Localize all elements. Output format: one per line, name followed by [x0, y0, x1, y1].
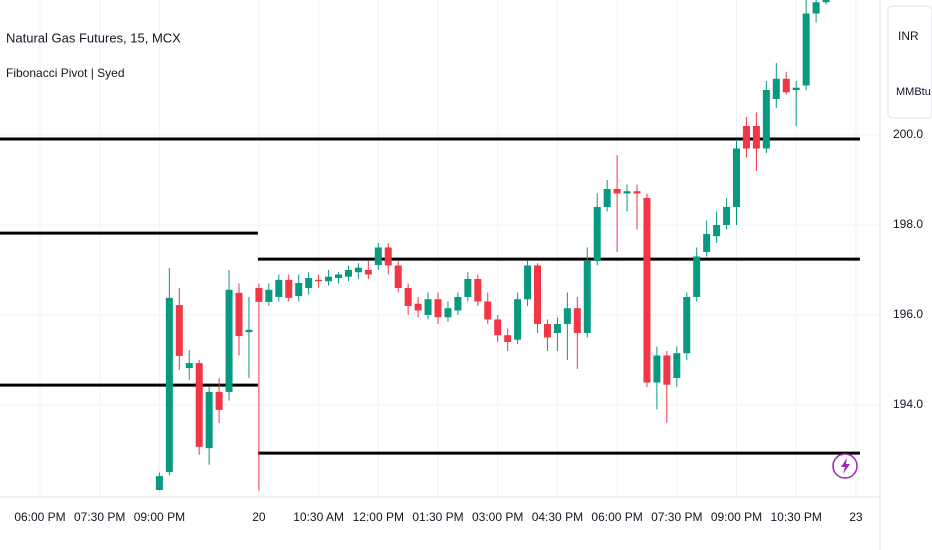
candle-body [315, 279, 323, 282]
x-tick-label: 23 [849, 510, 863, 524]
candle-body [643, 197, 651, 383]
candle-body [514, 299, 522, 340]
candle-body [185, 363, 193, 369]
candle-body [364, 269, 372, 275]
candle-body [723, 206, 731, 225]
unit-box[interactable] [887, 5, 932, 119]
candle-body [325, 276, 333, 282]
candle-body [384, 247, 392, 266]
candle-body [733, 148, 740, 207]
candle-body [305, 278, 313, 288]
candle-body [563, 308, 571, 324]
x-tick-label: 03:00 PM [472, 510, 523, 524]
unit-label: MMBtu [896, 86, 931, 98]
candle-body [812, 2, 820, 14]
candle-body [484, 301, 492, 320]
candle-body [285, 279, 293, 298]
candle-body [504, 335, 512, 342]
candle-body [633, 191, 641, 194]
candle-body [414, 303, 422, 311]
candle-body [583, 260, 591, 333]
candle-body [344, 269, 352, 277]
candle-body [792, 87, 800, 90]
x-tick-label: 06:00 PM [14, 510, 65, 524]
candle-body [713, 224, 721, 237]
candle-body [752, 125, 760, 149]
candle-body [205, 391, 213, 449]
candle-body [295, 283, 303, 297]
candle-body [543, 323, 551, 338]
candle-body [374, 247, 382, 266]
y-tick-label: 200.0 [893, 127, 923, 141]
candle-body [275, 279, 283, 297]
candle-body [782, 78, 790, 93]
candle-body [235, 292, 243, 337]
y-tick-label: 194.0 [893, 397, 923, 411]
candle-body [703, 233, 711, 252]
candle-body [573, 308, 581, 333]
candle-body [255, 287, 263, 302]
currency-label: INR [898, 29, 919, 43]
candle-body [335, 274, 342, 279]
candle-body [464, 278, 472, 297]
indicator-label[interactable]: Fibonacci Pivot | Syed [6, 66, 125, 80]
candle-body [245, 329, 253, 333]
x-tick-label: 06:00 PM [591, 510, 642, 524]
x-tick-label: 07:30 PM [651, 510, 702, 524]
x-tick-label: 10:30 AM [293, 510, 344, 524]
candle-body [215, 391, 223, 410]
candle-body [155, 476, 163, 490]
x-tick-label: 07:30 PM [74, 510, 125, 524]
y-tick-label: 198.0 [893, 217, 923, 231]
x-tick-label: 20 [252, 510, 266, 524]
candle-body [474, 278, 482, 302]
candle-body [424, 299, 432, 315]
x-tick-label: 01:30 PM [412, 510, 463, 524]
x-tick-label: 09:00 PM [711, 510, 762, 524]
candle-body [534, 265, 541, 324]
candle-body [772, 78, 780, 99]
candle-body [195, 363, 203, 447]
candle-body [444, 308, 452, 318]
candle-body [494, 319, 502, 336]
candle-body [822, 0, 830, 3]
x-tick-label: 12:00 PM [353, 510, 404, 524]
candle-body [742, 125, 750, 149]
x-tick-label: 04:30 PM [532, 510, 583, 524]
chart-title: Natural Gas Futures, 15, MCX [6, 30, 181, 45]
candle-body [553, 323, 561, 333]
candle-body [524, 265, 532, 300]
candle-body [265, 289, 273, 302]
candle-body [434, 299, 442, 318]
candle-body [354, 267, 362, 273]
candle-body [663, 355, 671, 385]
candle-body [404, 287, 412, 306]
y-tick-label: 196.0 [893, 307, 923, 321]
candle-body [175, 305, 183, 356]
candle-body [613, 188, 621, 194]
candle-body [454, 296, 462, 311]
candle-body [603, 188, 611, 207]
x-tick-label: 10:30 PM [771, 510, 822, 524]
candle-body [394, 265, 402, 288]
candle-body [802, 13, 810, 86]
candle-body [165, 297, 173, 473]
candle-body [593, 206, 601, 261]
lightning-glyph [841, 458, 850, 474]
x-tick-label: 09:00 PM [134, 510, 185, 524]
candle-body [683, 296, 691, 354]
candle-body [673, 353, 681, 378]
candle-body [225, 289, 233, 392]
candle-body [693, 256, 701, 297]
plot [0, 0, 860, 491]
candle-body [623, 191, 631, 194]
candle-body [762, 89, 770, 149]
candle-body [653, 355, 661, 383]
axis: 194.0 196.0 198.0 200.0 06:00 PM 07:30 PM 09:0… [14, 127, 923, 524]
